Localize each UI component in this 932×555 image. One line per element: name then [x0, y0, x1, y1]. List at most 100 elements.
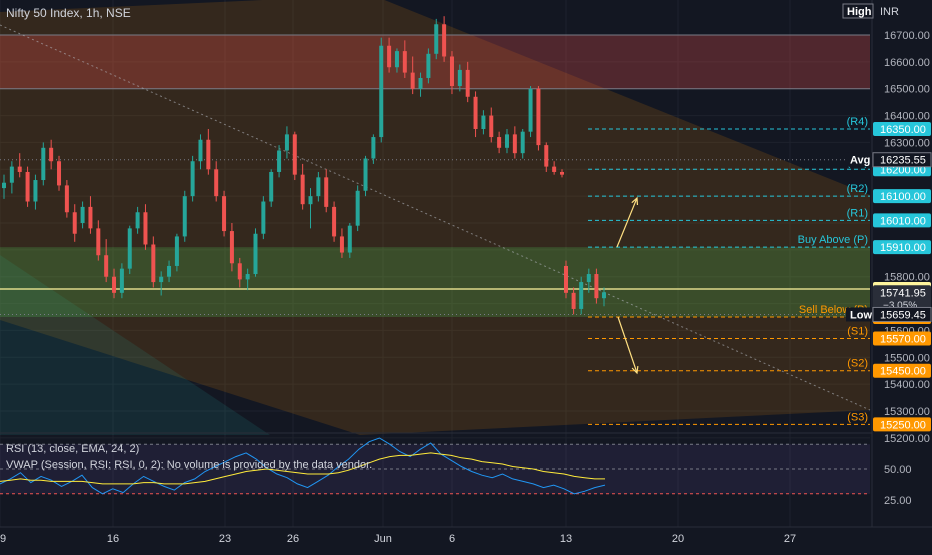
candle-body [292, 134, 297, 175]
candle-body [418, 77, 423, 89]
candle-body [379, 45, 384, 138]
stat-tag-label-bg [846, 307, 872, 322]
time-tick-label: 26 [287, 533, 299, 545]
price-tick-label: 15500.00 [884, 352, 930, 364]
price-tag-value: 16350.00 [880, 124, 926, 136]
candle-body [261, 201, 266, 234]
price-tag-value: 15250.00 [880, 419, 926, 431]
candle-body [497, 137, 502, 148]
time-axis [0, 527, 932, 550]
candle-body [355, 190, 360, 226]
candle-body [127, 228, 132, 269]
vwap-indicator-label[interactable]: VWAP (Session, RSI: RSI, 0, 2): No volum… [6, 459, 373, 471]
high-tag [842, 3, 874, 19]
price-tag-value: 16100.00 [880, 191, 926, 203]
candle-body [222, 196, 227, 232]
candle-body [586, 274, 591, 283]
candle-body [96, 228, 101, 256]
stat-tag-label-bg [846, 152, 872, 167]
rsi-series-line [0, 452, 605, 485]
price-tick-label: 16700.00 [884, 30, 930, 42]
candle-body [434, 24, 439, 54]
candle-body [552, 166, 557, 172]
candle-body [112, 276, 117, 293]
price-tag [873, 331, 931, 346]
candle-body [49, 147, 54, 162]
candle-body [324, 177, 329, 207]
price-tick-label: 16400.00 [884, 111, 930, 123]
candle-body [190, 161, 195, 197]
price-tick-label: 16300.00 [884, 137, 930, 149]
pivot-label: Buy Above (P) [798, 234, 868, 246]
price-tick-label: 16500.00 [884, 84, 930, 96]
projection-arrow [616, 197, 638, 248]
projection-arrowhead [631, 196, 639, 206]
price-tag [873, 285, 931, 312]
rsi-tick-label: 50.00 [884, 464, 912, 476]
candle-body [214, 169, 219, 197]
price-tag-value: 15910.00 [880, 242, 926, 254]
candle-body [229, 231, 234, 264]
candle-body [9, 166, 14, 183]
candle-body [57, 161, 62, 186]
candle-body [269, 171, 274, 202]
time-tick-label: 6 [449, 533, 455, 545]
price-tag-value: 15450.00 [880, 366, 926, 378]
support-zone [0, 247, 870, 317]
candle-body [41, 147, 46, 181]
candle-body [512, 134, 517, 154]
price-tag [873, 240, 931, 255]
time-tick-label: 20 [672, 533, 684, 545]
candle-body [544, 145, 549, 167]
candle-body [465, 69, 470, 97]
candle-body [135, 212, 140, 229]
candle-body [332, 206, 337, 237]
candle-body [17, 166, 22, 172]
pivot-label: (R1) [847, 207, 868, 219]
candle-body [167, 265, 172, 277]
price-tag-value: 15741.95 [880, 287, 926, 299]
time-tick-label: 13 [560, 533, 572, 545]
rsi-series-line [0, 437, 606, 495]
candle-body [347, 225, 352, 253]
candle-body [237, 263, 242, 280]
pivot-label: (S3) [847, 411, 868, 423]
stat-tag-label: Avg [850, 155, 870, 167]
candle-body [602, 292, 606, 299]
candle-body [253, 233, 258, 275]
candle-body [560, 171, 564, 175]
candle-body [410, 72, 415, 89]
candle-body [504, 134, 509, 148]
time-tick-label: Jun [374, 533, 392, 545]
projection-arrow [617, 316, 638, 374]
price-tag [873, 363, 931, 378]
candle-body [536, 88, 541, 146]
candle-body [174, 236, 179, 266]
candle-body [387, 45, 392, 68]
candle-body [300, 174, 305, 205]
candle-body [426, 53, 431, 78]
rsi-indicator-label[interactable]: RSI (13, close, EMA, 24, 2) [6, 443, 140, 455]
candle-body [339, 236, 344, 253]
high-tag-label: High [847, 6, 872, 18]
lower-channel-band [0, 255, 270, 435]
stat-tag-label: Low [850, 309, 872, 321]
chart-title: Nifty 50 Index, 1h, NSE [6, 6, 131, 20]
time-tick-label: 23 [219, 533, 231, 545]
time-tick-label: 16 [107, 533, 119, 545]
price-tag-value: 16200.00 [880, 164, 926, 176]
stat-tag [872, 152, 932, 168]
time-tick-label: 27 [784, 533, 796, 545]
candle-body [402, 51, 407, 73]
candle-body [571, 292, 576, 309]
candle-body [489, 115, 494, 138]
candle-body [182, 196, 187, 237]
candle-body [119, 268, 124, 293]
candle-body [594, 274, 599, 299]
candle-body [528, 88, 533, 132]
price-tag-value: 15570.00 [880, 333, 926, 345]
price-tick-label: 15800.00 [884, 272, 930, 284]
candle-body [245, 274, 250, 280]
